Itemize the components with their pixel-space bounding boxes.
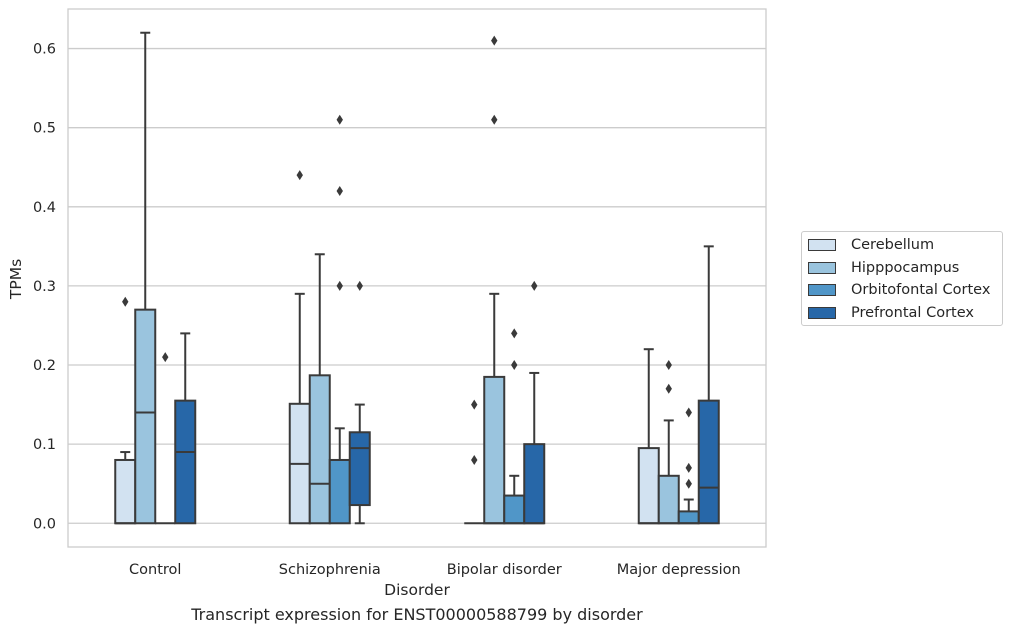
outlier-point xyxy=(296,170,303,181)
y-tick-label: 0.1 xyxy=(33,437,56,453)
box-orbitofontal-cortex xyxy=(155,352,176,525)
legend-item-orbitofrontal-cortex: Orbitofontal Cortex xyxy=(808,279,990,301)
legend-item-hippocampus: Hipppocampus xyxy=(808,257,959,279)
x-axis-label: Disorder xyxy=(384,581,450,599)
iqr-box xyxy=(637,447,660,525)
box-cerebellum xyxy=(288,170,311,525)
outlier-point xyxy=(336,280,343,291)
legend-swatch-orbitofrontal-cortex xyxy=(808,284,836,296)
box-orbitofontal-cortex xyxy=(503,328,526,525)
outlier-point xyxy=(336,185,343,196)
outlier-point xyxy=(685,407,692,418)
box-cerebellum xyxy=(464,399,485,525)
iqr-box xyxy=(677,510,700,525)
legend-swatch-cerebellum xyxy=(808,239,836,251)
box-hipppocampus xyxy=(308,253,331,525)
y-tick-label: 0.0 xyxy=(33,516,56,532)
box-plot-area xyxy=(114,31,720,525)
y-tick-label: 0.5 xyxy=(33,121,56,137)
box-hipppocampus xyxy=(657,360,680,525)
box-prefrontal-cortex xyxy=(523,280,546,525)
x-axis: Control Schizophrenia Bipolar disorder Majo… xyxy=(129,562,741,578)
outlier-point xyxy=(122,296,129,307)
outlier-point xyxy=(336,114,343,125)
outlier-point xyxy=(531,280,538,291)
y-tick-label: 0.4 xyxy=(33,200,56,216)
legend-item-prefrontal-cortex: Prefrontal Cortex xyxy=(808,302,974,324)
legend-label-hippocampus: Hipppocampus xyxy=(851,260,960,276)
outlier-point xyxy=(511,360,518,371)
iqr-box xyxy=(348,431,371,507)
iqr-box xyxy=(114,458,137,525)
iqr-box xyxy=(503,494,526,525)
outlier-point xyxy=(491,35,498,46)
iqr-box xyxy=(174,399,197,525)
legend-label-cerebellum: Cerebellum xyxy=(851,237,935,253)
iqr-box xyxy=(328,458,351,525)
x-tick-label: Bipolar disorder xyxy=(447,562,562,578)
y-axis-label: TPMs xyxy=(7,259,25,300)
outlier-point xyxy=(356,280,363,291)
box-orbitofontal-cortex xyxy=(328,114,351,525)
iqr-box xyxy=(657,474,680,525)
box-prefrontal-cortex xyxy=(697,245,720,525)
legend-swatch-hippocampus xyxy=(808,262,836,274)
box-cerebellum xyxy=(114,296,137,525)
y-tick-label: 0.3 xyxy=(33,279,56,295)
outlier-point xyxy=(685,478,692,489)
outlier-point xyxy=(471,454,478,465)
box-orbitofontal-cortex xyxy=(677,407,700,525)
iqr-box xyxy=(134,308,157,525)
y-tick-label: 0.6 xyxy=(33,42,56,58)
legend-item-cerebellum: Cerebellum xyxy=(808,234,934,256)
outlier-point xyxy=(685,462,692,473)
legend-swatch-prefrontal-cortex xyxy=(808,307,836,319)
box-prefrontal-cortex xyxy=(348,280,371,525)
outlier-point xyxy=(491,114,498,125)
y-axis: 0.0 0.1 0.2 0.3 0.4 0.5 0.6 xyxy=(33,42,56,533)
iqr-box xyxy=(308,374,331,525)
iqr-box xyxy=(697,399,720,525)
legend: Cerebellum Hipppocampus Orbitofontal Cor… xyxy=(801,231,1003,326)
y-tick-label: 0.2 xyxy=(33,358,56,374)
outlier-point xyxy=(162,352,169,363)
x-tick-label: Control xyxy=(129,562,181,578)
outlier-point xyxy=(665,383,672,394)
iqr-box xyxy=(483,375,506,525)
x-tick-label: Major depression xyxy=(617,562,741,578)
outlier-point xyxy=(665,360,672,371)
outlier-point xyxy=(511,328,518,339)
gridlines xyxy=(68,47,766,524)
box-cerebellum xyxy=(637,348,660,525)
box-hipppocampus xyxy=(483,35,506,525)
legend-label-prefrontal-cortex: Prefrontal Cortex xyxy=(851,305,974,321)
legend-label-orbitofrontal-cortex: Orbitofontal Cortex xyxy=(851,282,991,298)
outlier-point xyxy=(471,399,478,410)
x-tick-label: Schizophrenia xyxy=(279,562,381,578)
box-hipppocampus xyxy=(134,31,157,525)
box-prefrontal-cortex xyxy=(174,332,197,525)
chart-caption: Transcript expression for ENST0000058879… xyxy=(191,605,643,624)
iqr-box xyxy=(523,443,546,525)
plot-frame xyxy=(67,8,767,548)
